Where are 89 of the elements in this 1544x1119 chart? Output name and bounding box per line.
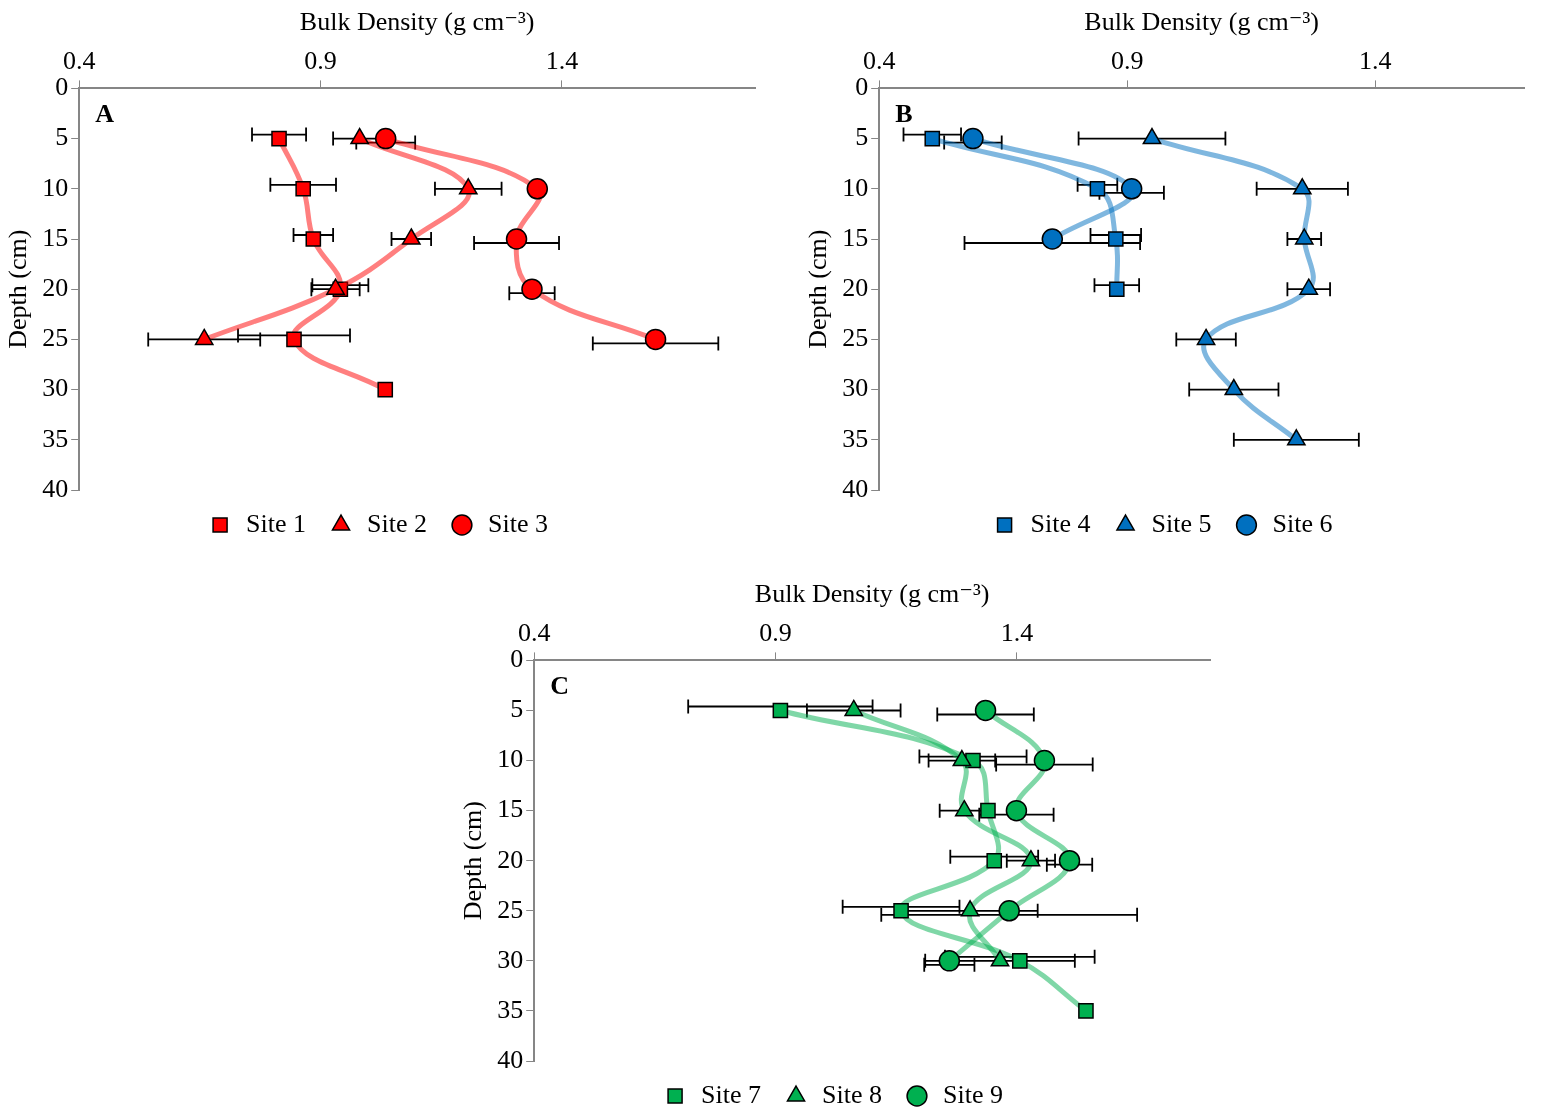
y-tick-label: 10 [42, 172, 69, 202]
y-tick-label: 25 [497, 894, 524, 924]
point [1041, 228, 1064, 250]
point [295, 180, 311, 197]
point [1299, 278, 1319, 295]
point [1294, 228, 1314, 245]
x-tick-label: 1.4 [1358, 45, 1392, 75]
y-tick-label: 25 [842, 323, 869, 353]
y-tick-label: 30 [842, 373, 869, 403]
point [1196, 328, 1216, 346]
x-tick-label: 0.9 [759, 617, 792, 647]
point [1107, 231, 1124, 247]
y-tick-label: 40 [842, 473, 869, 503]
y-tick-label: 5 [855, 122, 869, 152]
y-tick-label: 15 [842, 222, 869, 252]
y-tick-label: 10 [497, 744, 524, 774]
point [962, 127, 984, 150]
point [1033, 749, 1056, 772]
legend-label: Site 7 [701, 1079, 762, 1109]
point [772, 702, 789, 719]
y-axis-title: Depth (cm) [803, 229, 833, 349]
point [1292, 178, 1312, 195]
y-tick-label: 5 [55, 122, 69, 152]
point [1005, 799, 1028, 822]
point [974, 699, 997, 722]
x-axis-title: Bulk Density (g cm⁻³) [1084, 7, 1319, 37]
y-tick-label: 25 [42, 323, 69, 353]
y-tick-label: 35 [842, 423, 869, 453]
legend-label: Site 1 [246, 508, 307, 538]
point [938, 950, 961, 972]
point [980, 802, 996, 819]
annotation: A [95, 99, 115, 129]
y-tick-label: 35 [497, 994, 524, 1024]
x-axis-title: Bulk Density (g cm⁻³) [299, 7, 535, 37]
y-tick-label: 30 [497, 944, 524, 974]
legend-label: Site 9 [942, 1079, 1003, 1109]
x-tick-label: 0.4 [517, 617, 551, 647]
point [893, 902, 909, 919]
point [1058, 849, 1081, 872]
legend-label: Site 8 [822, 1079, 882, 1109]
point [521, 278, 543, 300]
y-tick-label: 0 [855, 72, 869, 102]
y-tick-label: 15 [497, 794, 524, 824]
legend-label: Site 6 [1272, 508, 1333, 538]
annotation: C [550, 671, 569, 701]
y-tick-label: 35 [42, 423, 69, 453]
y-tick-label: 15 [42, 222, 69, 252]
point [305, 231, 322, 247]
point [286, 331, 302, 348]
y-tick-label: 40 [42, 473, 69, 503]
point [374, 127, 397, 150]
point [644, 328, 667, 351]
legend-label: Site 3 [487, 508, 548, 538]
x-tick-label: 0.4 [62, 45, 96, 75]
y-tick-label: 0 [55, 72, 69, 102]
point [271, 130, 287, 147]
y-tick-label: 30 [42, 373, 69, 403]
point [526, 178, 549, 200]
point [1108, 281, 1125, 298]
legend-label: Site 2 [367, 508, 427, 538]
x-tick-label: 1.4 [1000, 617, 1034, 647]
point [1120, 178, 1143, 200]
point [377, 381, 394, 398]
y-tick-label: 20 [842, 273, 869, 303]
x-axis-title: Bulk Density (g cm⁻³) [754, 579, 990, 609]
legend-label: Site 5 [1151, 508, 1212, 538]
x-tick-label: 0.9 [1110, 45, 1144, 75]
y-axis-title: Depth (cm) [458, 801, 488, 921]
point [505, 228, 528, 250]
y-tick-label: 40 [497, 1044, 524, 1074]
y-tick-label: 10 [842, 172, 869, 202]
y-tick-label: 5 [510, 694, 524, 724]
point [1078, 1003, 1094, 1019]
point [1089, 180, 1106, 197]
x-tick-label: 1.4 [545, 45, 579, 75]
y-tick-label: 20 [497, 844, 524, 874]
point [986, 852, 1003, 869]
point [1011, 953, 1028, 969]
point [998, 900, 1020, 922]
y-tick-label: 20 [42, 273, 69, 303]
y-axis-title: Depth (cm) [3, 229, 33, 349]
legend-label: Site 4 [1030, 508, 1091, 538]
x-tick-label: 0.4 [862, 45, 896, 75]
point [924, 130, 941, 147]
point [1286, 429, 1306, 446]
annotation: B [895, 99, 913, 129]
point [1224, 378, 1244, 396]
x-tick-label: 0.9 [304, 45, 337, 75]
y-tick-label: 0 [510, 644, 524, 674]
